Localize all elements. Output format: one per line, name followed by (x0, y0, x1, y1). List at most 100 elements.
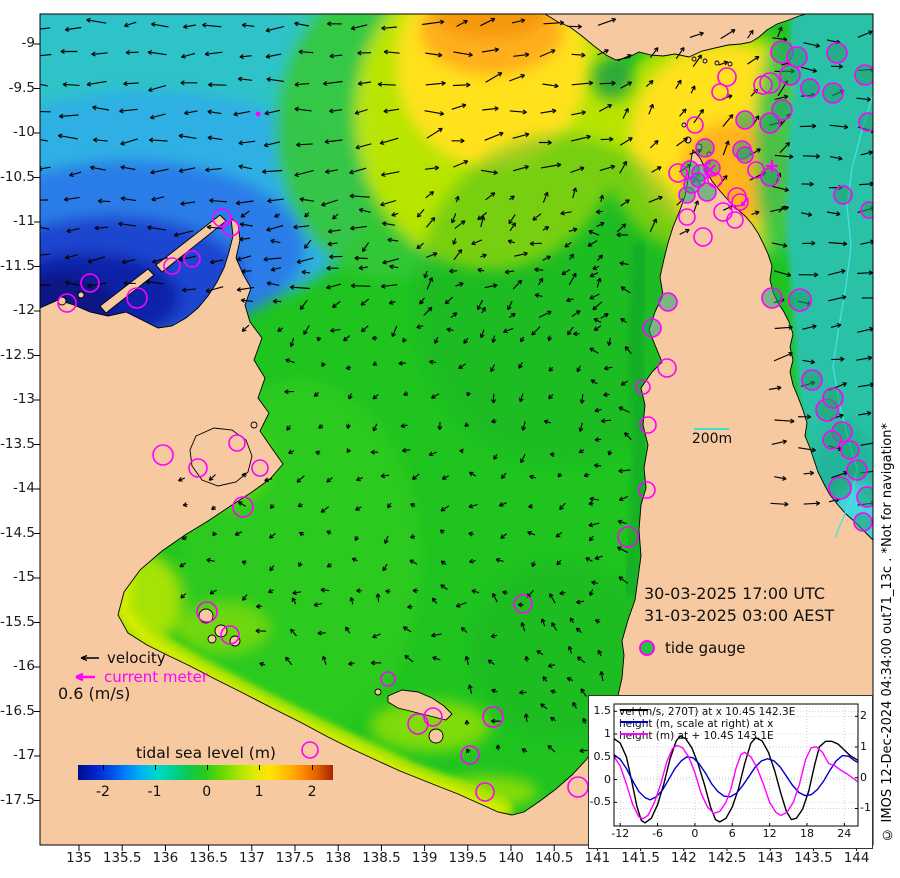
lat-label: -13.5 (0, 435, 35, 452)
velocity-arrow (387, 237, 399, 243)
velocity-arrow (592, 265, 600, 271)
velocity-arrow (237, 76, 253, 82)
lat-label: -11.5 (0, 257, 35, 274)
velocity-arrow (239, 54, 252, 60)
velocity-arrow (676, 137, 688, 147)
lat-label: -17.5 (0, 791, 35, 808)
velocity-arrow (648, 103, 654, 115)
velocity-arrow (326, 530, 332, 535)
watermark: © IMOS 12-Dec-2024 04:34:00 out71_13c . … (874, 0, 900, 842)
velocity-arrow (603, 365, 613, 371)
velocity-arrow (675, 79, 682, 89)
lat-label: -9 (21, 35, 35, 51)
velocity-arrow (534, 267, 544, 273)
velocity-arrow (321, 655, 327, 665)
inset-legend-swatch (620, 733, 648, 735)
velocity-arrow (549, 593, 556, 604)
velocity-arrow (570, 134, 591, 142)
velocity-arrow (293, 224, 310, 230)
velocity-arrow (205, 286, 224, 293)
velocity-arrow (321, 199, 339, 207)
velocity-arrow (607, 450, 613, 456)
watermark-text: © IMOS 12-Dec-2024 04:34:00 out71_13c . … (879, 423, 895, 842)
tide-gauge-marker (786, 46, 808, 68)
velocity-arrow (460, 627, 468, 633)
velocity-arrow (616, 232, 628, 238)
inset-chart-canvas (613, 703, 859, 827)
velocity-arrow (649, 140, 659, 149)
velocity-arrow (857, 30, 873, 38)
velocity-arrow (432, 656, 441, 661)
velocity-arrow (449, 268, 458, 274)
velocity-arrow (299, 197, 315, 202)
lat-label: -14.5 (0, 524, 35, 541)
velocity-arrow (468, 531, 474, 537)
velocity-arrow (539, 49, 556, 58)
velocity-arrow (426, 252, 438, 258)
timestamp-utc: 30-03-2025 17:00 UTC (644, 584, 825, 603)
velocity-arrow (233, 110, 251, 117)
velocity-arrow (398, 360, 406, 366)
velocity-arrow (617, 519, 627, 525)
velocity-arrow (800, 66, 818, 73)
velocity-arrow (575, 627, 582, 634)
colorbar-tick-label: -2 (96, 784, 110, 800)
island (77, 291, 85, 299)
tide-gauge-marker (80, 273, 100, 293)
velocity-arrow (538, 139, 552, 146)
velocity-arrow (542, 191, 549, 203)
velocity-arrow (540, 703, 548, 710)
velocity-arrow (178, 133, 197, 139)
velocity-arrow (349, 597, 355, 605)
tide-gauge-marker (196, 601, 218, 623)
velocity-arrow (346, 448, 352, 454)
velocity-arrow (524, 655, 530, 662)
velocity-arrow (178, 255, 197, 262)
velocity-arrow (571, 110, 586, 116)
velocity-arrow (519, 689, 527, 695)
velocity-arrow (301, 269, 311, 275)
velocity-arrow (594, 555, 603, 561)
velocity-arrow (690, 85, 696, 94)
tide-gauge-marker (846, 459, 868, 481)
velocity-arrow (596, 277, 602, 288)
velocity-arrow (618, 576, 629, 584)
velocity-arrow (569, 253, 574, 260)
lon-label: 137 (238, 850, 265, 866)
velocity-arrow (372, 361, 378, 366)
velocity-arrow (596, 222, 605, 228)
velocity-arrow (484, 283, 498, 289)
velocity-arrow (296, 257, 314, 264)
velocity-arrow (358, 207, 371, 213)
velocity-arrow (241, 324, 250, 332)
velocity-arrow (594, 437, 602, 443)
velocity-arrow (802, 240, 816, 246)
velocity-arrow (578, 422, 584, 432)
velocity-arrow (40, 27, 51, 31)
velocity-arrow (543, 20, 565, 26)
sea-color-blob (435, 14, 545, 38)
velocity-arrow (123, 81, 139, 87)
velocity-arrow (206, 224, 223, 230)
inset-series-line (614, 735, 858, 824)
velocity-arrow (402, 626, 412, 633)
velocity-arrow (588, 229, 600, 236)
velocity-arrow (549, 452, 555, 458)
velocity-arrow (453, 248, 463, 261)
png-land (544, 14, 807, 61)
velocity-arrow (292, 590, 302, 596)
tide-gauge-marker (482, 706, 504, 728)
inset-tide-chart: -12 -6 0 6 12 18 24 1.5 1 0.5 0 -0.5 2 1 0 -1 vel (m/s, … (588, 695, 873, 849)
velocity-arrow (239, 236, 251, 242)
island (691, 56, 697, 62)
velocity-arrow (298, 531, 305, 537)
tide-gauge-marker (57, 293, 77, 313)
velocity-arrow (532, 213, 542, 221)
velocity-arrow (125, 49, 139, 56)
velocity-arrow (458, 363, 466, 370)
velocity-arrow (600, 136, 614, 142)
velocity-arrow (800, 211, 813, 217)
velocity-arrow (521, 421, 527, 431)
velocity-arrow (211, 505, 216, 511)
inset-frame (613, 703, 859, 827)
